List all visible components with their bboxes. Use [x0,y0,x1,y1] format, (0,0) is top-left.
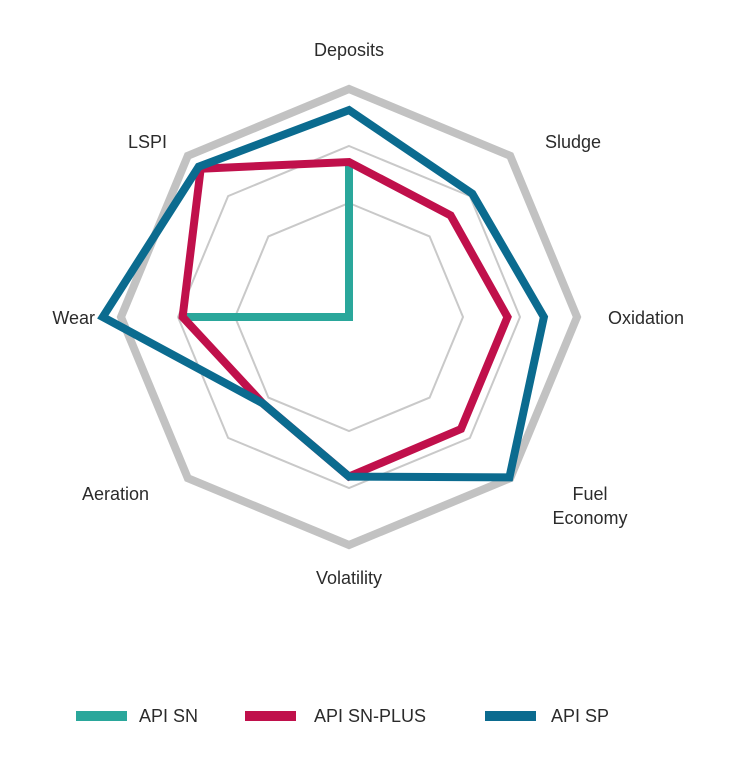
axis-label-aeration: Aeration [82,484,149,504]
grid-ring-2 [233,201,465,433]
axis-label-lspi: LSPI [128,132,167,152]
legend-label-api-sn: API SN [139,706,198,726]
axis-label-wear: Wear [52,308,95,328]
radar-series [97,105,549,482]
legend-swatch-api-sn-plus [245,711,296,721]
axis-label-sludge: Sludge [545,132,601,152]
legend-label-api-sn-plus: API SN-PLUS [314,706,426,726]
legend: API SN API SN-PLUS API SP [76,706,609,726]
axis-label-fuel-economy: Fuel Economy [552,484,627,528]
series-api-sn [182,162,353,321]
series-api-sp [97,105,549,482]
legend-swatch-api-sp [485,711,536,721]
legend-label-api-sp: API SP [551,706,609,726]
axis-label-oxidation: Oxidation [608,308,684,328]
grid-ring-outer [116,84,582,550]
axis-label-volatility: Volatility [316,568,382,588]
grid-ring-3 [176,144,522,490]
axis-label-deposits: Deposits [314,40,384,60]
legend-swatch-api-sn [76,711,127,721]
axis-labels: Deposits Sludge Oxidation Fuel Economy Volati… [52,40,684,588]
radar-grid [116,84,582,550]
